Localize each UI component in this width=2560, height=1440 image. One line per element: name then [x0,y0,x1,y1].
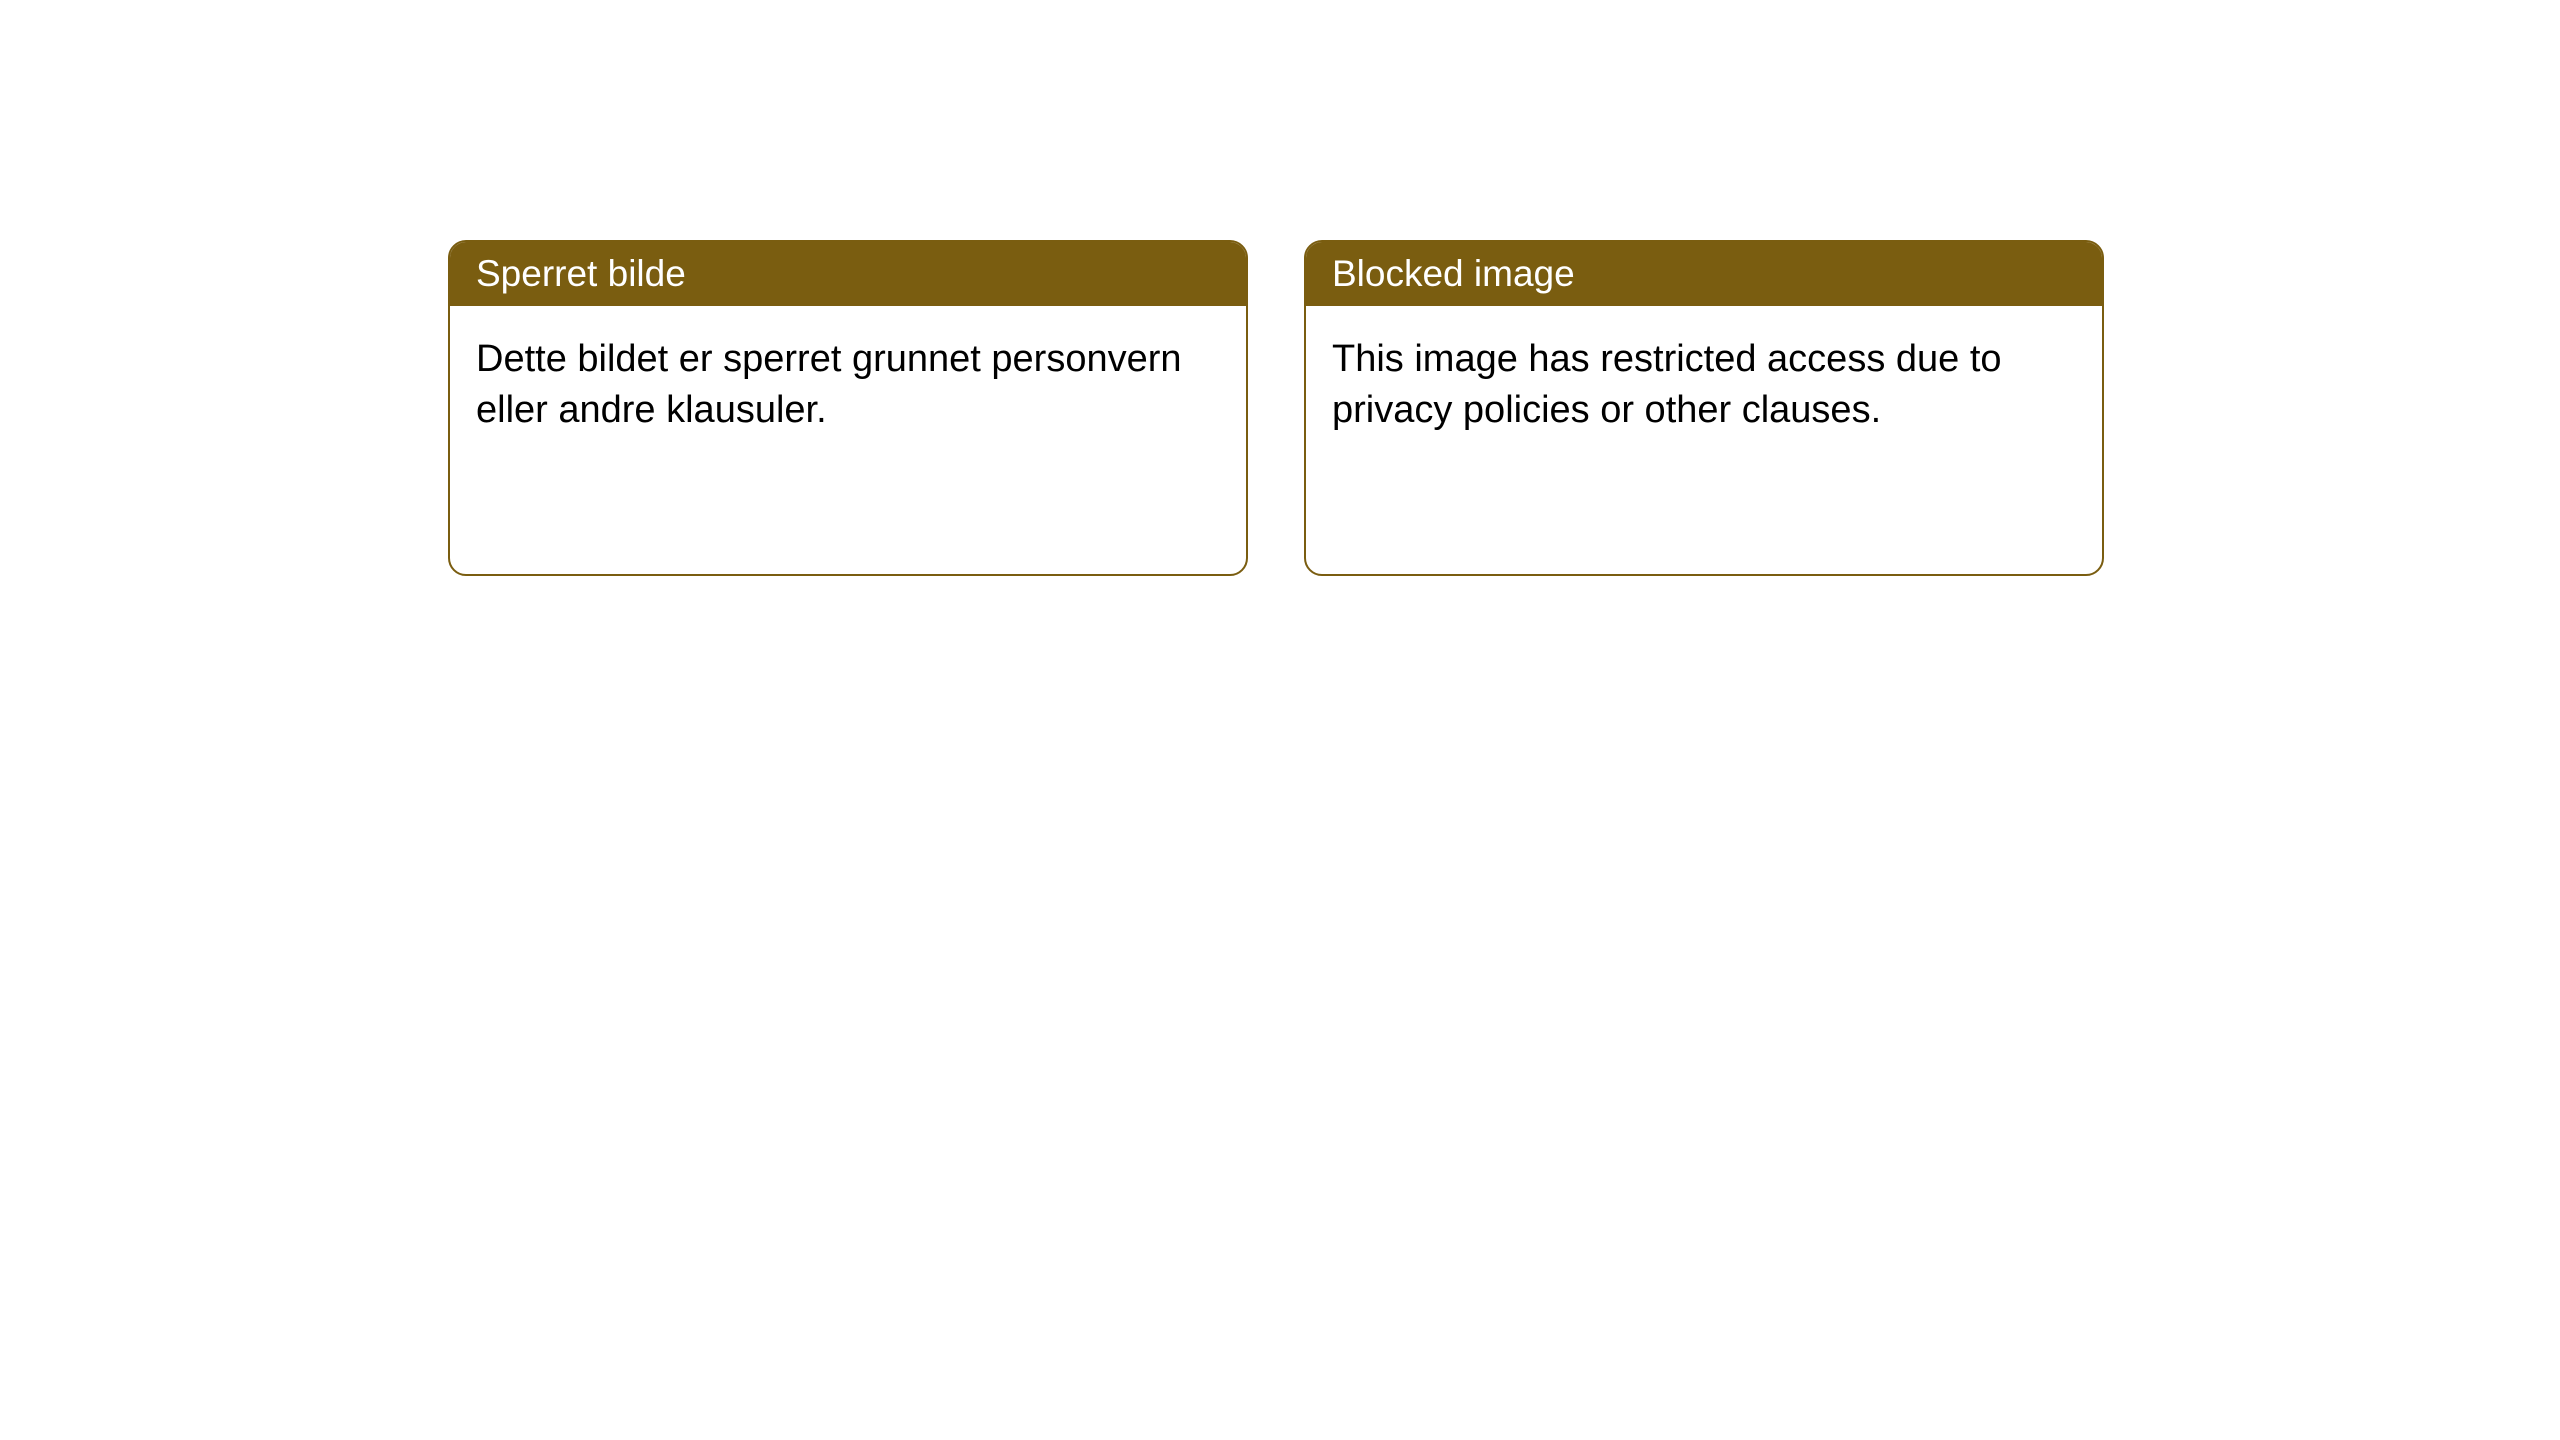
notice-card-body: This image has restricted access due to … [1306,306,2102,465]
notice-card-body: Dette bildet er sperret grunnet personve… [450,306,1246,465]
notice-card-title: Sperret bilde [450,242,1246,306]
notice-card-norwegian: Sperret bilde Dette bildet er sperret gr… [448,240,1248,576]
notice-card-english: Blocked image This image has restricted … [1304,240,2104,576]
notice-card-title: Blocked image [1306,242,2102,306]
notice-container: Sperret bilde Dette bildet er sperret gr… [0,0,2560,576]
